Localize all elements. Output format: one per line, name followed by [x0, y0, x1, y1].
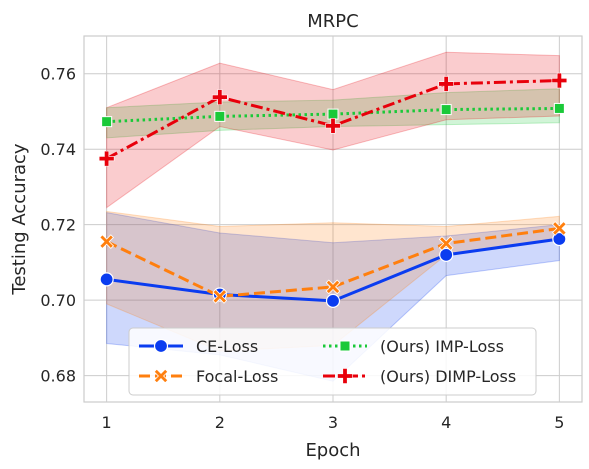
y-tick-label: 0.76 — [40, 65, 76, 84]
x-tick-label: 5 — [554, 413, 564, 432]
x-tick-label: 2 — [215, 413, 225, 432]
legend-marker — [337, 368, 353, 384]
legend-item-series-2: Focal-Loss — [139, 367, 278, 386]
point-series-3-x3 — [327, 108, 339, 120]
y-tick-label: 0.70 — [40, 291, 76, 310]
point-series-4-x5 — [551, 72, 568, 89]
point-series-4-x2 — [212, 89, 228, 105]
point-series-3-x1 — [101, 116, 113, 128]
legend: CE-Loss Focal-Loss (Ours) IMP-Loss (Ours) D… — [128, 327, 537, 396]
legend-label: (Ours) IMP-Loss — [380, 337, 504, 356]
x-tick-label: 3 — [328, 413, 338, 432]
point-series-3-x4 — [440, 104, 452, 116]
x-axis-label: Epoch — [305, 440, 360, 461]
y-tick-label: 0.74 — [40, 140, 76, 159]
legend-marker — [339, 340, 351, 352]
point-series-2-x4 — [438, 236, 454, 251]
plot-border — [83, 35, 583, 403]
point-series-3-x5 — [553, 102, 565, 114]
x-axis-ticks: 1 2 3 4 5 — [102, 413, 565, 432]
point-series-4-x4 — [438, 76, 454, 92]
point-series-1-x4 — [439, 247, 454, 262]
point-series-2-x3 — [325, 279, 341, 295]
plot-frame — [83, 35, 583, 403]
legend-label: (Ours) DIMP-Loss — [380, 367, 516, 386]
point-series-2-x1 — [99, 234, 115, 250]
chart-title: MRPC — [307, 11, 358, 32]
point-series-1-x1 — [99, 272, 114, 287]
point-series-1-x3 — [325, 293, 341, 308]
point-series-2-x5 — [551, 221, 567, 236]
legend-marker — [153, 338, 169, 354]
legend-label: CE-Loss — [196, 337, 258, 356]
legend-label: Focal-Loss — [196, 367, 278, 386]
point-series-4-x1 — [98, 150, 115, 167]
legend-marker — [153, 368, 169, 384]
x-tick-label: 4 — [441, 413, 451, 432]
y-tick-label: 0.68 — [40, 367, 76, 386]
line-series-2 — [105, 226, 560, 298]
legend-item-series-3: (Ours) IMP-Loss — [323, 337, 504, 356]
y-axis-ticks: 0.68 0.70 0.72 0.74 0.76 — [40, 65, 76, 386]
point-series-1-x5 — [552, 231, 567, 247]
point-series-3-x2 — [214, 110, 226, 122]
line-series-4 — [105, 79, 560, 160]
legend-item-series-1: CE-Loss — [139, 337, 258, 356]
legend-item-series-4: (Ours) DIMP-Loss — [323, 367, 516, 386]
series-markers — [98, 72, 568, 308]
point-series-2-x2 — [212, 288, 228, 304]
y-axis-label: Testing Accuracy — [9, 143, 30, 296]
y-tick-label: 0.72 — [40, 216, 76, 235]
point-series-4-x3 — [325, 118, 341, 134]
legend-box — [128, 327, 537, 396]
x-tick-label: 1 — [102, 413, 112, 432]
